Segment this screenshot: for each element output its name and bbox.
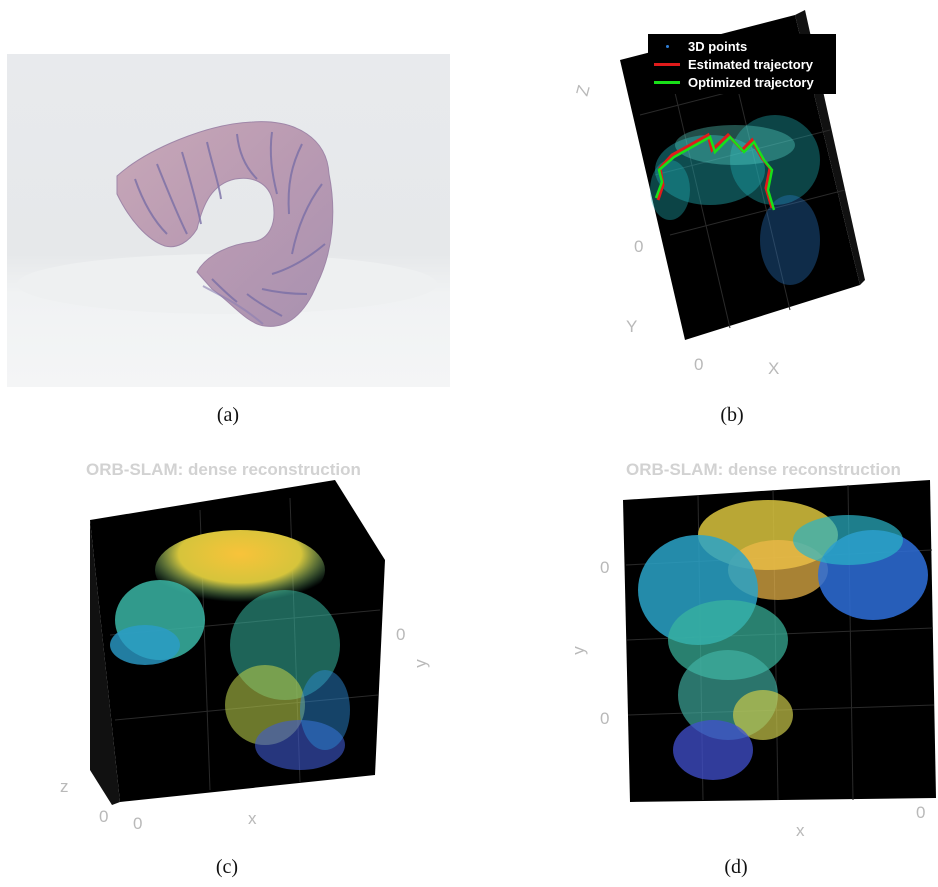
- axis-label-y-c: y: [410, 659, 430, 668]
- caption-b: (b): [720, 404, 744, 426]
- legend-item-optimized-trajectory: Optimized trajectory: [652, 73, 830, 91]
- colon-model-render: [7, 54, 450, 387]
- legend-label: 3D points: [688, 38, 748, 54]
- axis-label-x-c: x: [248, 809, 257, 828]
- dense-reconstruction-d: [623, 480, 936, 802]
- panel-d: [618, 480, 938, 810]
- dense-reconstruction-c: [90, 480, 385, 805]
- legend-item-estimated-trajectory: Estimated trajectory: [652, 55, 830, 73]
- axis-tick-x0-c: 0: [133, 814, 143, 833]
- axis-tick-y-bottom-d: 0: [600, 709, 610, 728]
- axis-label-y-d: y: [568, 646, 588, 655]
- axis-label-x-b: X: [768, 359, 780, 378]
- title-c: ORB-SLAM: dense reconstruction: [86, 460, 361, 479]
- panel-b: [560, 10, 880, 390]
- axis-tick-x0-b: 0: [694, 355, 704, 374]
- axis-tick-y-top-d: 0: [600, 558, 610, 577]
- legend-label: Estimated trajectory: [688, 56, 813, 72]
- axis-tick-z0-b: 0: [634, 237, 644, 256]
- caption-d: (d): [724, 856, 748, 878]
- trajectory-plot: [620, 10, 865, 340]
- panel-c: [90, 480, 390, 810]
- axis-tick-x0-d: 0: [916, 803, 926, 822]
- title-d: ORB-SLAM: dense reconstruction: [626, 460, 901, 479]
- optimized-trajectory-swatch-icon: [652, 77, 682, 87]
- estimated-trajectory-swatch-icon: [652, 59, 682, 69]
- caption-c: (c): [215, 856, 239, 878]
- axis-tick-z0-c: 0: [99, 807, 109, 826]
- 3d-points-marker-icon: [652, 41, 682, 51]
- axis-tick-y0-c: 0: [396, 625, 406, 644]
- axis-label-x-d: x: [796, 821, 805, 840]
- caption-a: (a): [216, 404, 240, 426]
- axis-label-y-b: Y: [626, 317, 638, 336]
- legend-item-3d-points: 3D points: [652, 37, 830, 55]
- axis-label-z-c: z: [60, 777, 69, 796]
- legend-label: Optimized trajectory: [688, 74, 814, 90]
- optimized-trajectory-line: [654, 135, 776, 211]
- panel-a: [7, 54, 450, 387]
- legend-b: 3D points Estimated trajectory Optimized…: [648, 34, 836, 94]
